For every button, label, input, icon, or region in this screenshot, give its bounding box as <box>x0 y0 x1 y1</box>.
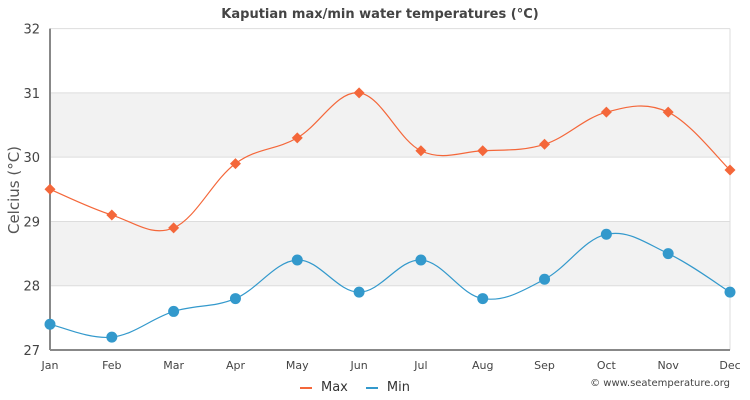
gridlines <box>50 28 730 351</box>
data-point-min <box>477 293 489 305</box>
y-tick-label: 28 <box>23 280 40 295</box>
x-tick-label: Jul <box>413 359 427 372</box>
data-point-max <box>168 222 180 234</box>
data-point-min <box>229 293 241 305</box>
data-point-max <box>106 209 118 221</box>
x-tick-label: Jan <box>41 359 59 372</box>
data-point-max <box>600 106 612 118</box>
data-point-min <box>539 273 551 285</box>
x-tick-label: Sep <box>534 359 555 372</box>
data-point-min <box>291 254 303 266</box>
data-point-min <box>106 331 118 343</box>
legend: Max Min <box>300 380 422 395</box>
legend-swatch-max <box>300 386 312 389</box>
x-tick-label: Feb <box>102 359 121 372</box>
y-tick-label: 29 <box>23 215 40 230</box>
grid-band <box>50 92 730 158</box>
chart-title: Kaputian max/min water temperatures (°C) <box>221 7 539 22</box>
x-tick-label: Nov <box>657 359 679 372</box>
x-tick-labels: Jan Feb Mar Apr May Jun Jul Aug Sep Oct Nov Dec <box>41 359 741 372</box>
data-point-max <box>415 145 427 157</box>
data-point-min <box>353 286 365 298</box>
y-tick-label: 31 <box>23 87 40 102</box>
data-point-min <box>168 305 180 317</box>
data-point-max <box>229 158 241 170</box>
data-point-max <box>44 183 56 195</box>
data-point-min <box>415 254 427 266</box>
data-point-max <box>353 87 365 99</box>
legend-label-max: Max <box>321 380 348 395</box>
x-tick-label: May <box>286 359 309 372</box>
data-point-min <box>600 228 612 240</box>
x-tick-label: Mar <box>163 359 184 372</box>
data-point-min <box>724 286 736 298</box>
y-tick-labels: 27 28 29 30 31 32 <box>23 23 40 359</box>
data-point-max <box>477 145 489 157</box>
x-tick-label: Dec <box>719 359 740 372</box>
y-tick-label: 30 <box>23 151 40 166</box>
data-point-max <box>539 138 551 150</box>
y-axis-label: Celcius (°C) <box>5 146 23 234</box>
legend-item-min[interactable]: Min <box>365 380 410 395</box>
x-tick-label: Oct <box>597 359 617 372</box>
data-point-max <box>724 164 736 176</box>
legend-swatch-min <box>365 386 378 389</box>
series-layer <box>44 87 736 343</box>
y-tick-label: 27 <box>23 344 40 359</box>
legend-item-max[interactable]: Max <box>300 380 348 395</box>
axes <box>49 28 731 351</box>
x-tick-label: Aug <box>472 359 493 372</box>
data-point-max <box>662 106 674 118</box>
alternating-bands <box>50 92 730 286</box>
legend-label-min: Min <box>386 380 410 395</box>
data-point-min <box>662 248 674 260</box>
y-tick-label: 32 <box>23 23 40 38</box>
data-point-min <box>44 318 56 330</box>
x-tick-label: Jun <box>349 359 367 372</box>
credit-text: © www.seatemperature.org <box>590 378 730 389</box>
x-tick-label: Apr <box>226 359 246 372</box>
data-point-max <box>291 132 303 144</box>
